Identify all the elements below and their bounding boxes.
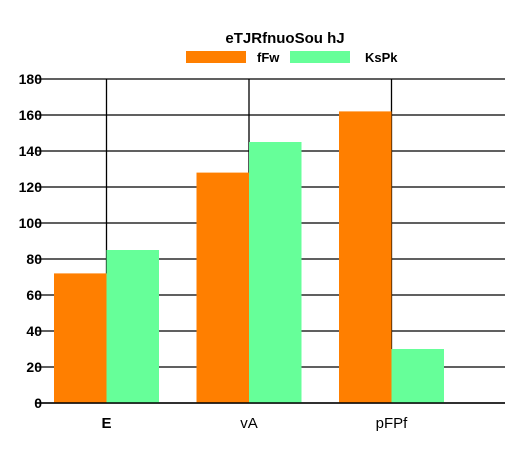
legend-label-KsPk: KsPk	[365, 50, 398, 65]
y-tick-label-120: 120	[19, 179, 43, 195]
legend-swatch-fFw	[186, 51, 246, 63]
y-tick-label-160: 160	[19, 107, 43, 123]
bar-KsPk-pFPf	[391, 349, 444, 403]
y-axis-tick-labels: 0 20 40 60 80 100 120 140 160 180	[19, 71, 43, 411]
y-tick-label-20: 20	[26, 359, 42, 375]
x-tick-label-vA: vA	[240, 415, 258, 432]
y-tick-label-40: 40	[26, 323, 42, 339]
x-tick-label-E: E	[101, 415, 111, 432]
y-tick-label-80: 80	[26, 251, 42, 267]
y-tick-label-180: 180	[19, 71, 43, 87]
bar-fFw-pFPf	[339, 111, 392, 404]
bar-KsPk-vA	[249, 142, 302, 403]
y-tick-label-60: 60	[26, 287, 42, 303]
y-tick-label-0: 0	[34, 395, 42, 411]
bar-fFw-vA	[196, 172, 249, 403]
x-tick-label-pFPf: pFPf	[376, 415, 409, 432]
bar-KsPk-E	[106, 250, 159, 403]
bar-fFw-E	[54, 273, 107, 403]
chart-title: eTJRfnuoSou hJ	[225, 30, 344, 47]
legend-label-fFw: fFw	[257, 50, 280, 65]
legend: fFw KsPk	[186, 50, 398, 65]
legend-swatch-KsPk	[290, 51, 350, 63]
y-tick-label-140: 140	[19, 143, 43, 159]
y-tick-label-100: 100	[19, 215, 43, 231]
bars	[54, 111, 444, 404]
